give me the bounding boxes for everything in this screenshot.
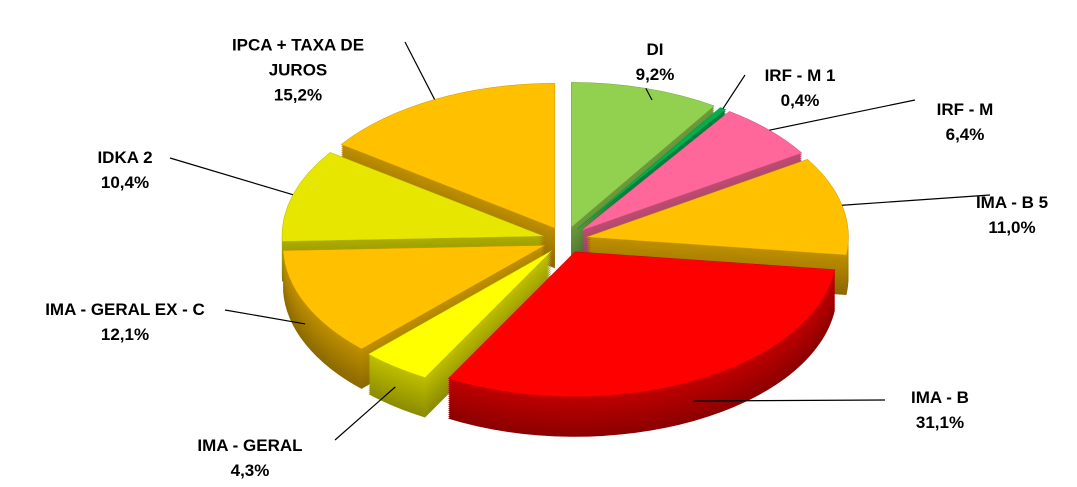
- value-label: 0,4%: [780, 91, 820, 110]
- slice: [281, 152, 545, 242]
- leader-line: [645, 88, 653, 101]
- value-label: 15,2%: [273, 85, 323, 105]
- slice-side: [577, 111, 726, 234]
- slice-side: [577, 109, 726, 232]
- category-label: IMA - GERAL: [197, 436, 303, 455]
- category-label: IPCA + TAXA DE JUROS: [231, 35, 365, 80]
- value-label: 31,1%: [915, 413, 965, 432]
- leader-line: [842, 194, 991, 206]
- leader-line: [224, 309, 306, 325]
- value-label: 9,2%: [635, 65, 675, 84]
- category-label: IMA - B 5: [975, 193, 1049, 212]
- data-label: IMA - B 31,1%: [885, 385, 995, 435]
- data-label: IPCA + TAXA DE JUROS 15,2%: [203, 33, 393, 108]
- leader-line: [169, 157, 294, 196]
- leader-line: [693, 399, 886, 402]
- data-label: IDKA 2 10,4%: [70, 145, 180, 195]
- slice: [571, 82, 715, 228]
- category-label: IMA - GERAL EX - C: [45, 300, 205, 319]
- slice: [282, 245, 545, 350]
- category-label: IMA - B: [911, 388, 969, 407]
- slice-group: [447, 251, 836, 437]
- value-label: 11,0%: [988, 218, 1036, 237]
- category-label: IDKA 2: [97, 148, 153, 167]
- slice: [340, 83, 556, 229]
- data-label: IRF - M 6,4%: [920, 97, 1010, 147]
- data-label: IMA - B 5 11,0%: [957, 190, 1067, 240]
- slice: [447, 251, 836, 398]
- data-label: IMA - GERAL EX - C 12,1%: [10, 297, 240, 347]
- value-label: 12,1%: [100, 325, 150, 344]
- slice-group: [367, 250, 553, 418]
- slice: [577, 107, 727, 230]
- leader-line: [769, 99, 916, 131]
- data-label: DI 9,2%: [615, 37, 695, 87]
- category-label: DI: [646, 40, 664, 59]
- data-label: IRF - M 1 0,4%: [755, 63, 845, 113]
- value-label: 6,4%: [945, 125, 985, 144]
- slice: [580, 111, 803, 232]
- leader-line: [334, 386, 396, 441]
- category-label: IRF - M: [936, 100, 994, 119]
- data-label: IMA - GERAL 4,3%: [170, 433, 330, 483]
- slice: [367, 250, 553, 378]
- value-label: 10,4%: [100, 173, 150, 192]
- category-label: IRF - M 1: [764, 66, 836, 85]
- leader-line: [404, 41, 436, 100]
- leader-line: [722, 74, 746, 109]
- value-label: 4,3%: [230, 461, 270, 480]
